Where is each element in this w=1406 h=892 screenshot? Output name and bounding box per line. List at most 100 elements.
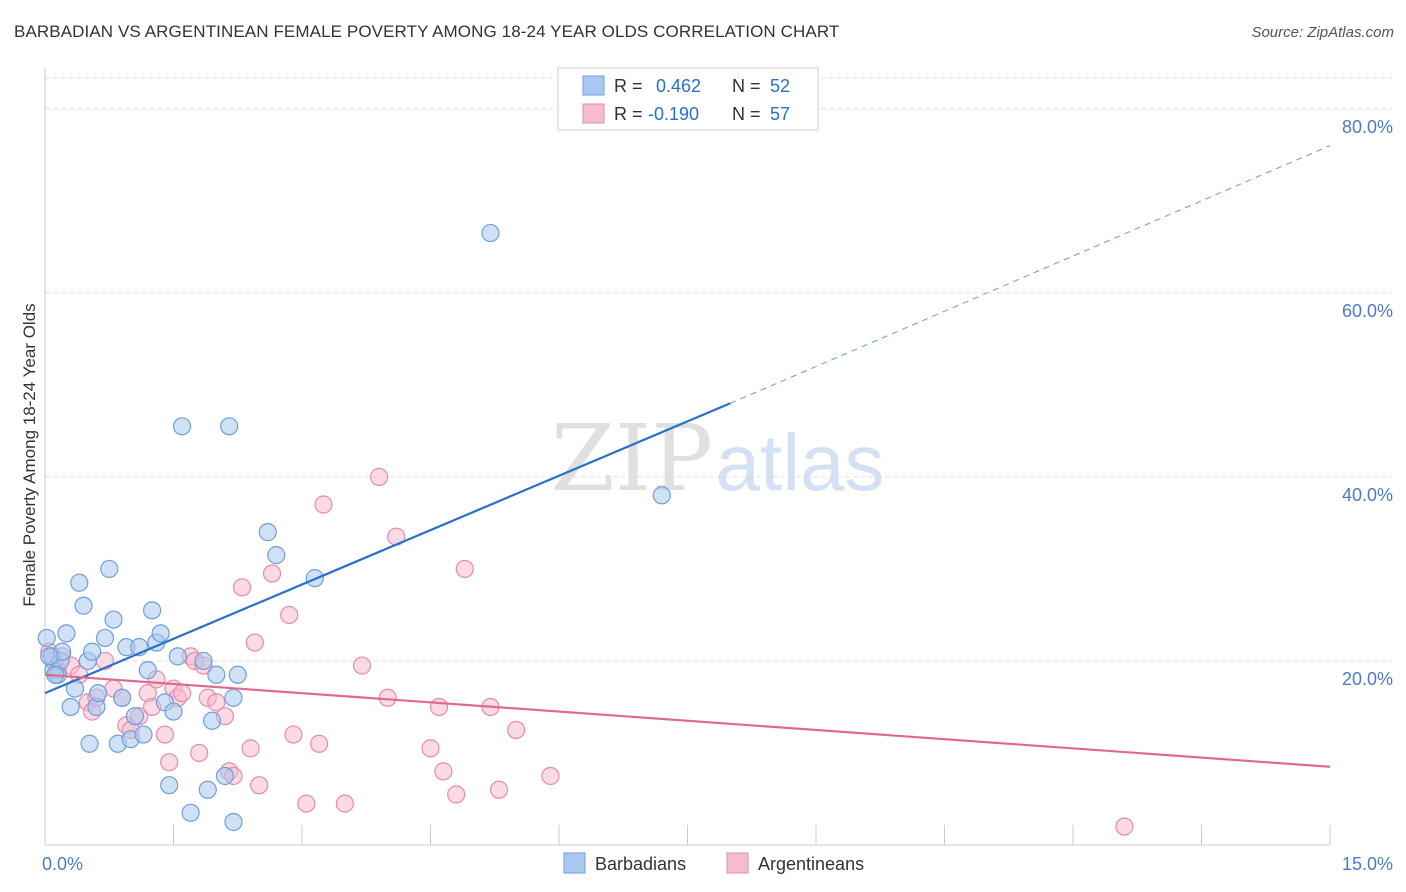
legend-label-barbadians: Barbadians: [595, 854, 686, 874]
barbadians-point: [215, 766, 234, 786]
barbadians-point: [100, 559, 119, 579]
source-label: Source: ZipAtlas.com: [1251, 24, 1394, 41]
argentineans-point: [284, 725, 303, 744]
series-legend: Barbadians Argentineans: [563, 852, 864, 874]
barbadians-point: [70, 573, 89, 592]
barbadians-point: [80, 734, 99, 753]
argentineans-point: [421, 739, 440, 758]
barbadians-point: [142, 601, 162, 620]
barbadians-point: [198, 780, 217, 799]
barbadians-point: [258, 523, 277, 542]
argentineans-point: [489, 780, 509, 799]
argentineans-points: [40, 467, 1134, 836]
barbadians-point: [172, 417, 192, 436]
argentineans-point: [507, 720, 526, 740]
argentineans-point: [155, 725, 175, 744]
barbadians-point: [481, 223, 500, 243]
legend-swatch-barbadians: [563, 852, 586, 874]
watermark-atlas: atlas: [716, 418, 885, 507]
barbadians-point: [138, 661, 157, 680]
argentineans-point: [1115, 817, 1134, 836]
legend-n-value: 57: [770, 104, 790, 124]
argentineans-point: [314, 495, 333, 514]
barbadians-point: [83, 642, 102, 661]
argentineans-point: [335, 794, 354, 813]
legend-n-label: N =: [732, 104, 761, 124]
argentineans-point: [455, 559, 474, 579]
barbadians-point: [224, 812, 243, 832]
legend-swatch-argentineans: [582, 103, 605, 124]
y-tick-label: 60.0%: [1342, 301, 1393, 321]
barbadians-point: [181, 803, 200, 822]
barbadians-trend-line: [44, 402, 731, 695]
argentineans-point: [207, 693, 226, 712]
y-tick-labels: 20.0% 40.0% 60.0% 80.0%: [1342, 117, 1393, 689]
barbadians-point: [37, 628, 56, 648]
axes: [44, 68, 1331, 846]
barbadians-point: [112, 688, 132, 707]
argentineans-point: [172, 684, 192, 703]
argentineans-point: [541, 766, 560, 786]
barbadians-point: [57, 624, 76, 643]
legend-r-value: -0.190: [648, 104, 699, 124]
barbadians-point: [228, 665, 247, 684]
argentineans-trend-line: [44, 673, 1331, 768]
argentineans-point: [447, 785, 466, 804]
barbadians-point: [168, 647, 187, 666]
argentineans-point: [297, 794, 316, 813]
barbadians-point: [220, 417, 239, 436]
argentineans-point: [352, 656, 372, 675]
argentineans-point: [429, 697, 449, 717]
barbadians-point: [134, 725, 153, 744]
grid-lines: [45, 77, 1392, 662]
barbadians-point: [95, 628, 115, 648]
barbadians-point: [224, 688, 243, 707]
chart-title: BARBADIAN VS ARGENTINEAN FEMALE POVERTY …: [14, 22, 840, 41]
argentineans-point: [160, 753, 179, 772]
argentineans-point: [370, 467, 389, 487]
barbadians-point: [74, 596, 93, 615]
barbadians-trend-extension: [730, 145, 1331, 404]
x-tick-label: 0.0%: [42, 854, 83, 874]
barbadians-point: [125, 707, 145, 726]
legend-label-argentineans: Argentineans: [758, 854, 864, 874]
correlation-legend: R = 0.462 N = 52 R = -0.190 N = 57: [557, 67, 819, 131]
argentineans-point: [250, 776, 269, 795]
barbadians-point: [202, 711, 222, 730]
barbadians-point: [160, 776, 179, 795]
barbadians-point: [207, 665, 226, 684]
x-tick-label: 15.0%: [1342, 854, 1393, 874]
legend-r-label: R =: [614, 76, 643, 96]
barbadians-points: [37, 223, 671, 832]
y-tick-label: 40.0%: [1342, 485, 1393, 505]
barbadians-point: [89, 684, 108, 703]
barbadians-point: [151, 624, 170, 643]
legend-swatch-barbadians: [582, 75, 605, 96]
legend-n-label: N =: [732, 76, 761, 96]
argentineans-point: [241, 739, 260, 758]
barbadians-point: [194, 651, 213, 671]
x-tick-labels: 0.0% 15.0%: [42, 854, 1393, 874]
y-tick-label: 80.0%: [1342, 117, 1393, 137]
legend-r-value: 0.462: [656, 76, 701, 96]
barbadians-point: [40, 647, 59, 666]
argentineans-point: [232, 578, 252, 597]
argentineans-point: [378, 688, 397, 707]
trend-lines: [44, 145, 1331, 768]
barbadians-point: [652, 486, 671, 505]
legend-r-label: R =: [614, 104, 643, 124]
argentineans-point: [434, 762, 453, 781]
legend-swatch-argentineans: [726, 852, 749, 874]
argentineans-point: [245, 633, 264, 652]
legend-n-value: 52: [770, 76, 790, 96]
barbadians-point: [267, 546, 286, 565]
y-tick-label: 20.0%: [1342, 669, 1393, 689]
y-axis-label: Female Poverty Among 18-24 Year Olds: [20, 303, 39, 606]
argentineans-point: [190, 743, 209, 763]
argentineans-point: [310, 734, 329, 753]
watermark: ZIP atlas: [551, 405, 885, 512]
argentineans-point: [262, 564, 282, 583]
argentineans-point: [280, 605, 299, 625]
barbadians-point: [164, 702, 183, 721]
